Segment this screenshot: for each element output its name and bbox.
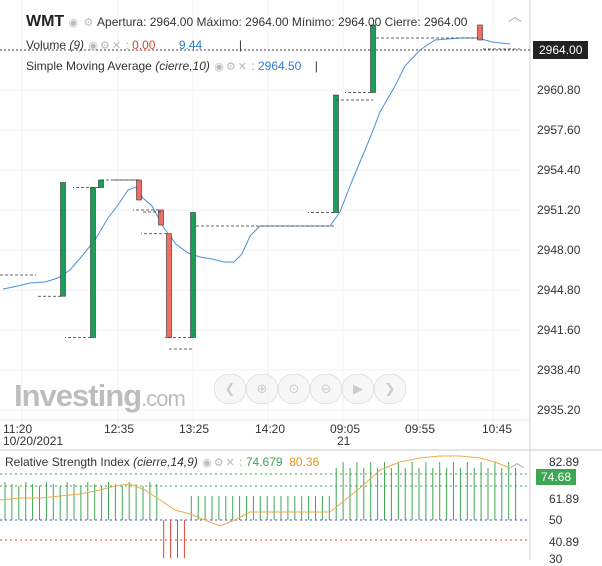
rsi-badge: 74.68: [536, 469, 577, 485]
zoom-in-icon: ⊕: [256, 381, 268, 396]
scroll-left-button[interactable]: ❮: [214, 374, 246, 404]
rsi-legend-name: Relative Strength Index: [5, 455, 130, 469]
candle-3[interactable]: [136, 179, 142, 201]
close-label: Cierre:: [384, 15, 421, 29]
logo-suffix: .com: [141, 386, 186, 411]
ticker-symbol: WMT: [26, 13, 65, 30]
price-axis-tick: 2941.60: [537, 323, 581, 337]
price-axis-tick: 2960.80: [537, 83, 581, 97]
rsi-axis-tick: 82.89: [549, 455, 580, 469]
candle-5[interactable]: [166, 233, 172, 338]
close-icon[interactable]: ✕: [111, 40, 122, 52]
candles[interactable]: [0, 24, 520, 350]
chevron-up-icon[interactable]: ︿: [508, 8, 522, 24]
chevron-left-icon: ❮: [224, 381, 236, 396]
time-axis-tick: 11:20: [3, 422, 33, 436]
candle-0[interactable]: [60, 182, 66, 297]
rsi-axis-tick: 40.89: [549, 535, 580, 549]
rsi-panel: [0, 455, 530, 558]
sma-legend-param: (cierre,10): [155, 59, 210, 73]
volume-legend-name: Volume: [26, 38, 67, 52]
sma-legend: Simple Moving Average (cierre,10) ◉ ⚙ ✕ : …: [26, 59, 318, 73]
rsi-axis-tick: 50: [549, 513, 563, 527]
candle-4[interactable]: [158, 209, 164, 226]
time-axis-subtick: 21: [337, 434, 351, 448]
chevron-up-icon[interactable]: ︿: [510, 454, 524, 470]
rsi-axis-tick: 30: [549, 552, 563, 566]
price-axis-tick: 2935.20: [537, 403, 581, 417]
price-axis-tick: 2957.60: [537, 123, 581, 137]
gear-icon[interactable]: ⚙: [83, 17, 94, 29]
price-axis-tick: 2951.20: [537, 203, 581, 217]
rsi-axis-tick: 61.89: [549, 492, 580, 506]
time-axis-tick: 10:45: [482, 422, 513, 436]
time-axis-tick: 13:25: [179, 422, 210, 436]
price-axis-tick: 2938.40: [537, 363, 581, 377]
low-label: Mínimo:: [291, 15, 335, 29]
investing-logo: Investing.com: [14, 378, 186, 414]
high-label: Máximo:: [196, 15, 242, 29]
rsi-signal-line: [0, 455, 511, 527]
last-price-badge: 2964.00: [533, 41, 589, 59]
candle-7[interactable]: [333, 94, 339, 213]
zoom-reset-button[interactable]: ⊙: [278, 374, 310, 404]
gear-icon[interactable]: ⚙: [213, 457, 224, 469]
scroll-right-button[interactable]: ❯: [374, 374, 406, 404]
gear-icon[interactable]: ⚙: [225, 61, 236, 73]
play-button[interactable]: ▶: [342, 374, 374, 404]
candle-6[interactable]: [190, 212, 196, 338]
open-value: 2964.00: [149, 15, 194, 29]
rsi-value: 74.679: [245, 455, 283, 469]
eye-icon[interactable]: ◉: [214, 61, 224, 73]
time-axis-tick: 09:55: [405, 422, 436, 436]
price-axis-tick: 2944.80: [537, 283, 581, 297]
zoom-out-button[interactable]: ⊖: [310, 374, 342, 404]
zoom-reset-icon: ⊙: [288, 381, 300, 396]
zoom-in-button[interactable]: ⊕: [246, 374, 278, 404]
rsi-legend: Relative Strength Index (cierre,14,9) ◉ ⚙…: [5, 455, 320, 469]
rsi-signal-value: 80.36: [289, 455, 320, 469]
volume-value-blue: 9.44: [178, 38, 203, 52]
sma-cursor-mark: |: [314, 59, 318, 73]
time-axis-tick: 09:05: [330, 422, 361, 436]
open-label: Apertura:: [97, 15, 147, 29]
eye-icon[interactable]: ◉: [88, 40, 98, 52]
ohlc-header: WMT ◉ ⚙ Apertura: 2964.00 Máximo: 2964.0…: [26, 13, 467, 31]
low-value: 2964.00: [337, 15, 382, 29]
rsi-histogram: [4, 462, 517, 558]
zoom-out-icon: ⊖: [320, 381, 332, 396]
price-axis-tick: 2954.40: [537, 163, 581, 177]
grid-horizontal: [0, 89, 520, 411]
chevron-right-icon: ❯: [384, 381, 396, 396]
close-icon[interactable]: ✕: [225, 457, 235, 469]
price-axis-tick: 2948.00: [537, 243, 581, 257]
candle-2[interactable]: [98, 179, 104, 188]
sma-legend-name: Simple Moving Average: [26, 59, 152, 73]
play-icon: ▶: [353, 381, 363, 396]
gear-icon[interactable]: ⚙: [100, 40, 110, 52]
volume-legend: Volume (9) ◉ ⚙ ✕ : 0.00 9.44 |: [26, 38, 242, 52]
logo-text: Investing: [14, 378, 142, 413]
close-value: 2964.00: [424, 15, 468, 29]
eye-icon[interactable]: ◉: [202, 457, 212, 469]
candle-1[interactable]: [90, 187, 96, 338]
candle-8[interactable]: [370, 24, 376, 93]
close-icon[interactable]: ✕: [237, 61, 247, 73]
volume-value-red: 0.00: [132, 38, 156, 52]
volume-legend-param: (9): [69, 38, 85, 52]
candle-9[interactable]: [477, 24, 483, 41]
sma-line: [2, 37, 511, 290]
rsi-legend-param: (cierre,14,9): [133, 455, 198, 469]
time-axis-subtick: 10/20/2021: [3, 434, 64, 448]
time-axis-tick: 14:20: [255, 422, 286, 436]
time-axis-tick: 12:35: [104, 422, 135, 436]
eye-icon[interactable]: ◉: [68, 17, 79, 29]
volume-cursor-mark: |: [238, 38, 242, 52]
high-value: 2964.00: [245, 15, 289, 29]
sma-value: 2964.50: [257, 59, 302, 73]
